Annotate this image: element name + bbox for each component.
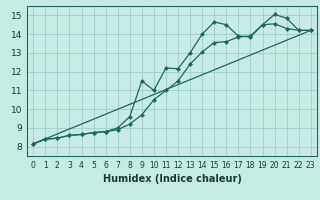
- X-axis label: Humidex (Indice chaleur): Humidex (Indice chaleur): [103, 174, 241, 184]
